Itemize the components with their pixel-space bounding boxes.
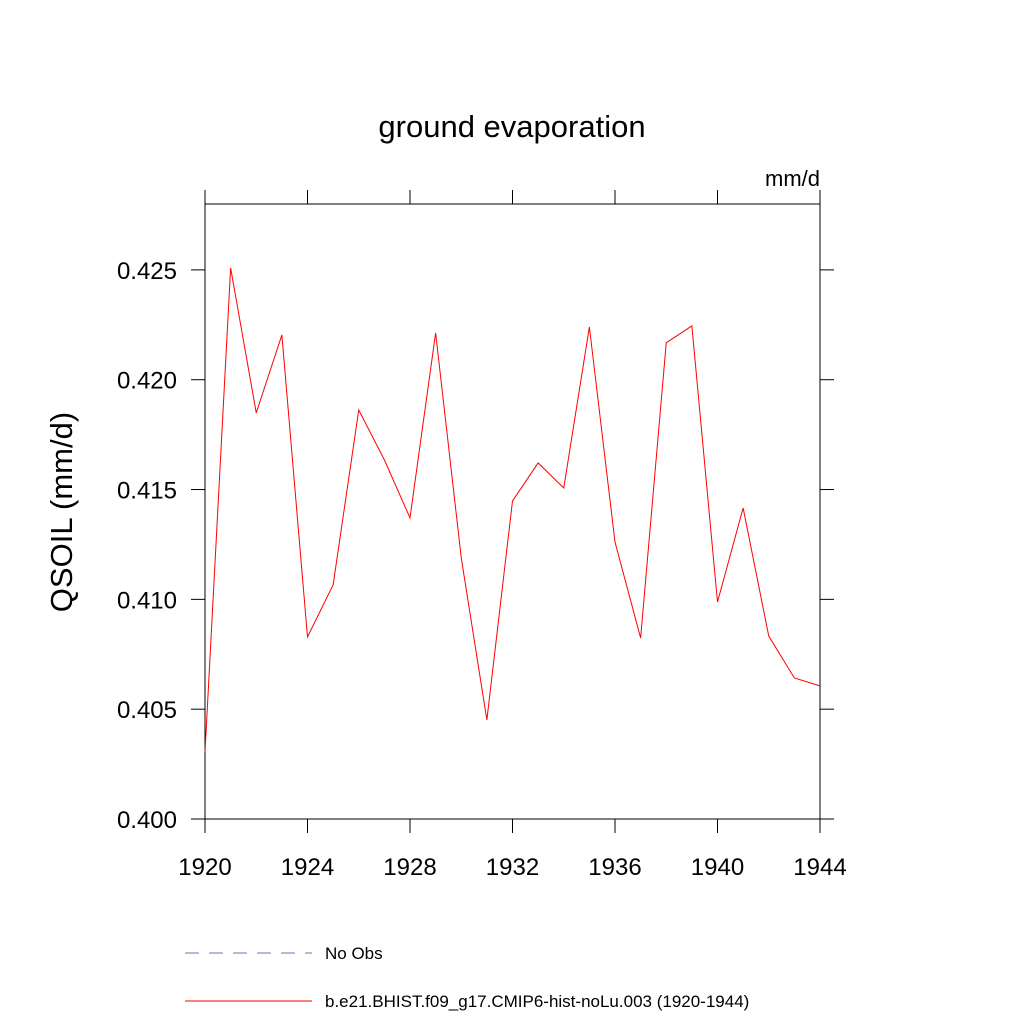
y-tick-label: 0.415 bbox=[117, 478, 177, 505]
y-tick-label: 0.410 bbox=[117, 587, 177, 614]
y-tick-label: 0.425 bbox=[117, 258, 177, 285]
data-line bbox=[204, 267, 821, 753]
chart-title: ground evaporation bbox=[378, 109, 645, 144]
units-label: mm/d bbox=[765, 166, 820, 191]
x-tick-label: 1932 bbox=[486, 854, 539, 881]
y-tick-label: 0.405 bbox=[117, 697, 177, 724]
x-tick-label: 1940 bbox=[691, 854, 744, 881]
y-tick-label: 0.400 bbox=[117, 807, 177, 834]
x-tick-label: 1928 bbox=[383, 854, 436, 881]
x-tick-label: 1924 bbox=[281, 854, 334, 881]
x-tick-label: 1920 bbox=[178, 854, 231, 881]
legend-label: No Obs bbox=[325, 944, 383, 963]
x-tick-label: 1944 bbox=[793, 854, 846, 881]
y-axis-label: QSOIL (mm/d) bbox=[44, 412, 79, 612]
x-tick-label: 1936 bbox=[588, 854, 641, 881]
y-tick-label: 0.420 bbox=[117, 368, 177, 395]
legend-label: b.e21.BHIST.f09_g17.CMIP6-hist-noLu.003 … bbox=[325, 992, 749, 1011]
